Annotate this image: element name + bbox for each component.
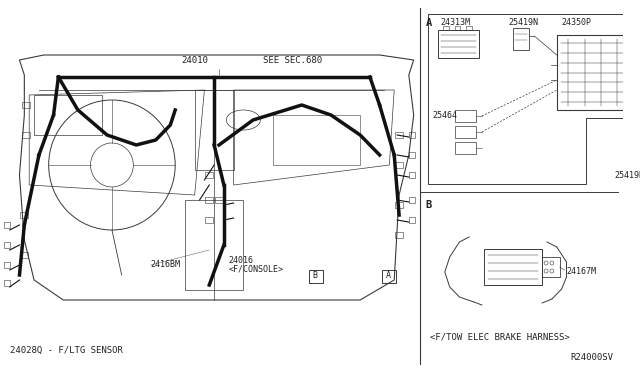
Bar [395, 232, 403, 238]
Bar [484, 249, 542, 285]
Text: A: A [426, 18, 431, 28]
Bar [205, 172, 213, 178]
Text: 24016: 24016 [228, 256, 253, 265]
Bar [542, 257, 560, 277]
Bar [454, 110, 476, 122]
Text: 25464: 25464 [432, 110, 457, 119]
Bar [4, 242, 10, 248]
Text: <F/TOW ELEC BRAKE HARNESS>: <F/TOW ELEC BRAKE HARNESS> [430, 332, 570, 341]
Bar [395, 162, 403, 168]
Bar [466, 26, 472, 30]
Bar [4, 262, 10, 268]
Bar [273, 115, 360, 165]
Bar [409, 217, 415, 223]
Bar [395, 132, 403, 138]
Bar [409, 152, 415, 158]
Bar [443, 26, 449, 30]
Bar [20, 212, 28, 218]
Bar [34, 95, 102, 135]
Bar [22, 102, 30, 108]
Bar [205, 217, 213, 223]
Bar [454, 142, 476, 154]
Bar [409, 197, 415, 203]
Text: <F/CONSOLE>: <F/CONSOLE> [228, 264, 284, 273]
Bar [20, 252, 28, 258]
Text: 24313M: 24313M [440, 18, 470, 27]
Bar [409, 132, 415, 138]
Bar [195, 90, 234, 170]
Bar [409, 172, 415, 178]
Bar [205, 197, 213, 203]
Bar [454, 126, 476, 138]
Bar [4, 222, 10, 228]
Bar [513, 28, 529, 50]
Text: 25419N: 25419N [508, 18, 538, 27]
Bar [4, 280, 10, 286]
Text: 24167M: 24167M [566, 267, 596, 276]
Bar [215, 197, 223, 203]
Bar [454, 26, 460, 30]
Bar [22, 132, 30, 138]
Text: A: A [386, 272, 391, 280]
Bar [557, 35, 640, 110]
Text: 24350P: 24350P [562, 18, 591, 27]
Text: B: B [426, 200, 431, 210]
Text: SEE SEC.680: SEE SEC.680 [263, 56, 322, 65]
Bar [395, 202, 403, 208]
Text: 24010: 24010 [181, 56, 208, 65]
Text: 2416BM: 2416BM [151, 260, 181, 269]
Text: 24028Q - F/LTG SENSOR: 24028Q - F/LTG SENSOR [10, 346, 123, 355]
Text: R24000SV: R24000SV [570, 353, 613, 362]
Bar [185, 200, 243, 290]
Text: B: B [313, 272, 318, 280]
Text: 25419N: 25419N [614, 171, 640, 180]
Bar [438, 30, 479, 58]
